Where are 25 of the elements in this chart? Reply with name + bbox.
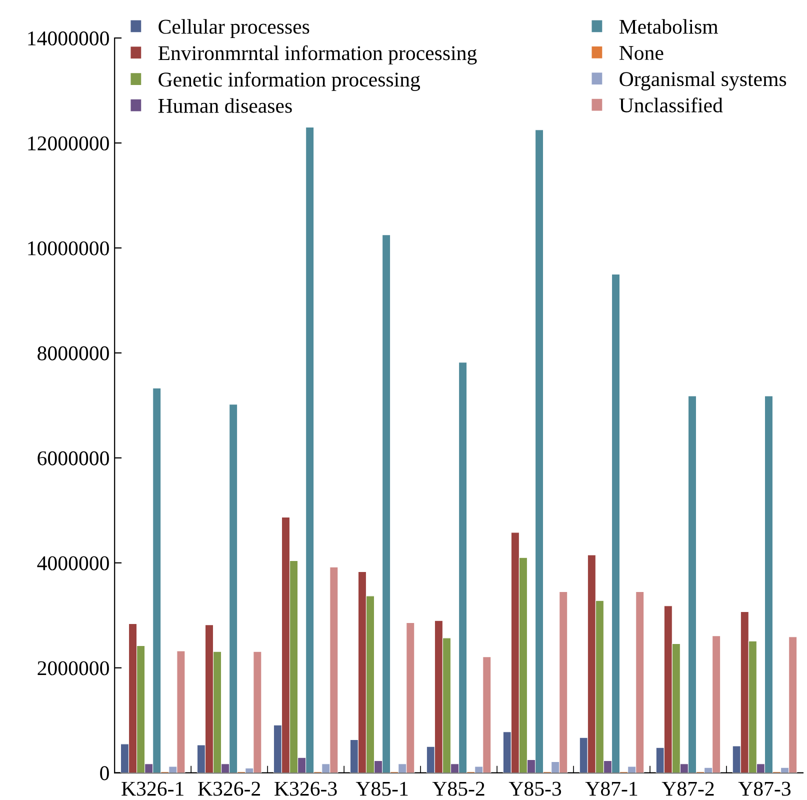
legend-label: Genetic information processing	[158, 72, 420, 91]
y-tick-label: 12000000	[28, 136, 109, 150]
legend-label: Organismal systems	[620, 72, 786, 90]
x-tick-label: Y85-1	[356, 782, 408, 796]
y-tick-label: 0	[100, 766, 109, 780]
x-tick-label: K326-1	[122, 782, 184, 796]
y-tick-label: 14000000	[28, 31, 109, 46]
legend-label: Human diseases	[158, 98, 292, 113]
legend-label: None	[619, 46, 664, 60]
x-tick-label: Y85-3	[508, 782, 562, 796]
y-tick-label: 6000000	[38, 451, 109, 466]
x-tick-label: Y87-1	[585, 782, 638, 796]
y-tick-label: 10000000	[28, 241, 109, 256]
x-tick-label: K326-3	[274, 782, 337, 796]
legend-label: Cellular processes	[158, 19, 310, 38]
x-tick-label: Y87-3	[738, 782, 791, 796]
x-tick-label: Y85-2	[432, 782, 484, 796]
legend-label: Metabolism	[619, 19, 718, 34]
y-tick-label: 4000000	[37, 556, 109, 570]
y-tick-label: 8000000	[38, 346, 109, 360]
y-tick-label: 2000000	[38, 661, 109, 676]
legend-label: Environmrntal information processing	[158, 45, 477, 64]
legend-label: Unclassified	[619, 98, 723, 112]
x-tick-label: Y87-2	[662, 782, 714, 796]
x-tick-label: K326-2	[198, 782, 260, 796]
